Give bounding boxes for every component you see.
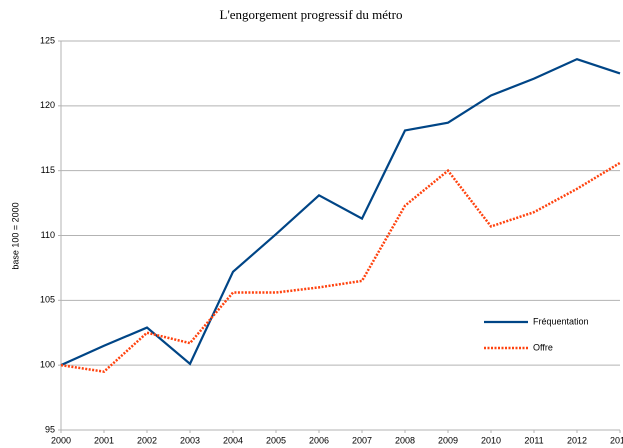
x-tick-label: 2013	[610, 435, 623, 445]
y-tick-label: 115	[41, 165, 55, 175]
x-tick-label: 2010	[481, 435, 501, 445]
x-tick-label: 2008	[395, 435, 415, 445]
y-tick-label: 110	[41, 230, 55, 240]
x-tick-label: 2011	[524, 435, 543, 445]
x-tick-label: 2002	[137, 435, 157, 445]
x-tick-label: 2003	[180, 435, 200, 445]
x-tick-label: 2012	[567, 435, 587, 445]
x-tick-label: 2001	[94, 435, 114, 445]
y-tick-label: 125	[40, 35, 55, 45]
x-tick-label: 2005	[266, 435, 286, 445]
y-axis-label: base 100 = 2000	[10, 202, 20, 269]
legend-label: Offre	[533, 342, 553, 352]
x-tick-label: 2004	[223, 435, 243, 445]
x-tick-label: 2007	[352, 435, 372, 445]
line-series	[60, 161, 621, 373]
x-tick-label: 2006	[309, 435, 329, 445]
y-tick-label: 120	[40, 100, 55, 110]
y-tick-label: 100	[40, 360, 55, 370]
x-tick-label: 2000	[51, 435, 71, 445]
y-tick-label: 105	[40, 295, 55, 305]
chart-title: L'engorgement progressif du métro	[220, 7, 403, 22]
legend-label: Fréquentation	[533, 316, 589, 326]
x-tick-label: 2009	[438, 435, 458, 445]
y-tick-label: 95	[45, 424, 55, 434]
